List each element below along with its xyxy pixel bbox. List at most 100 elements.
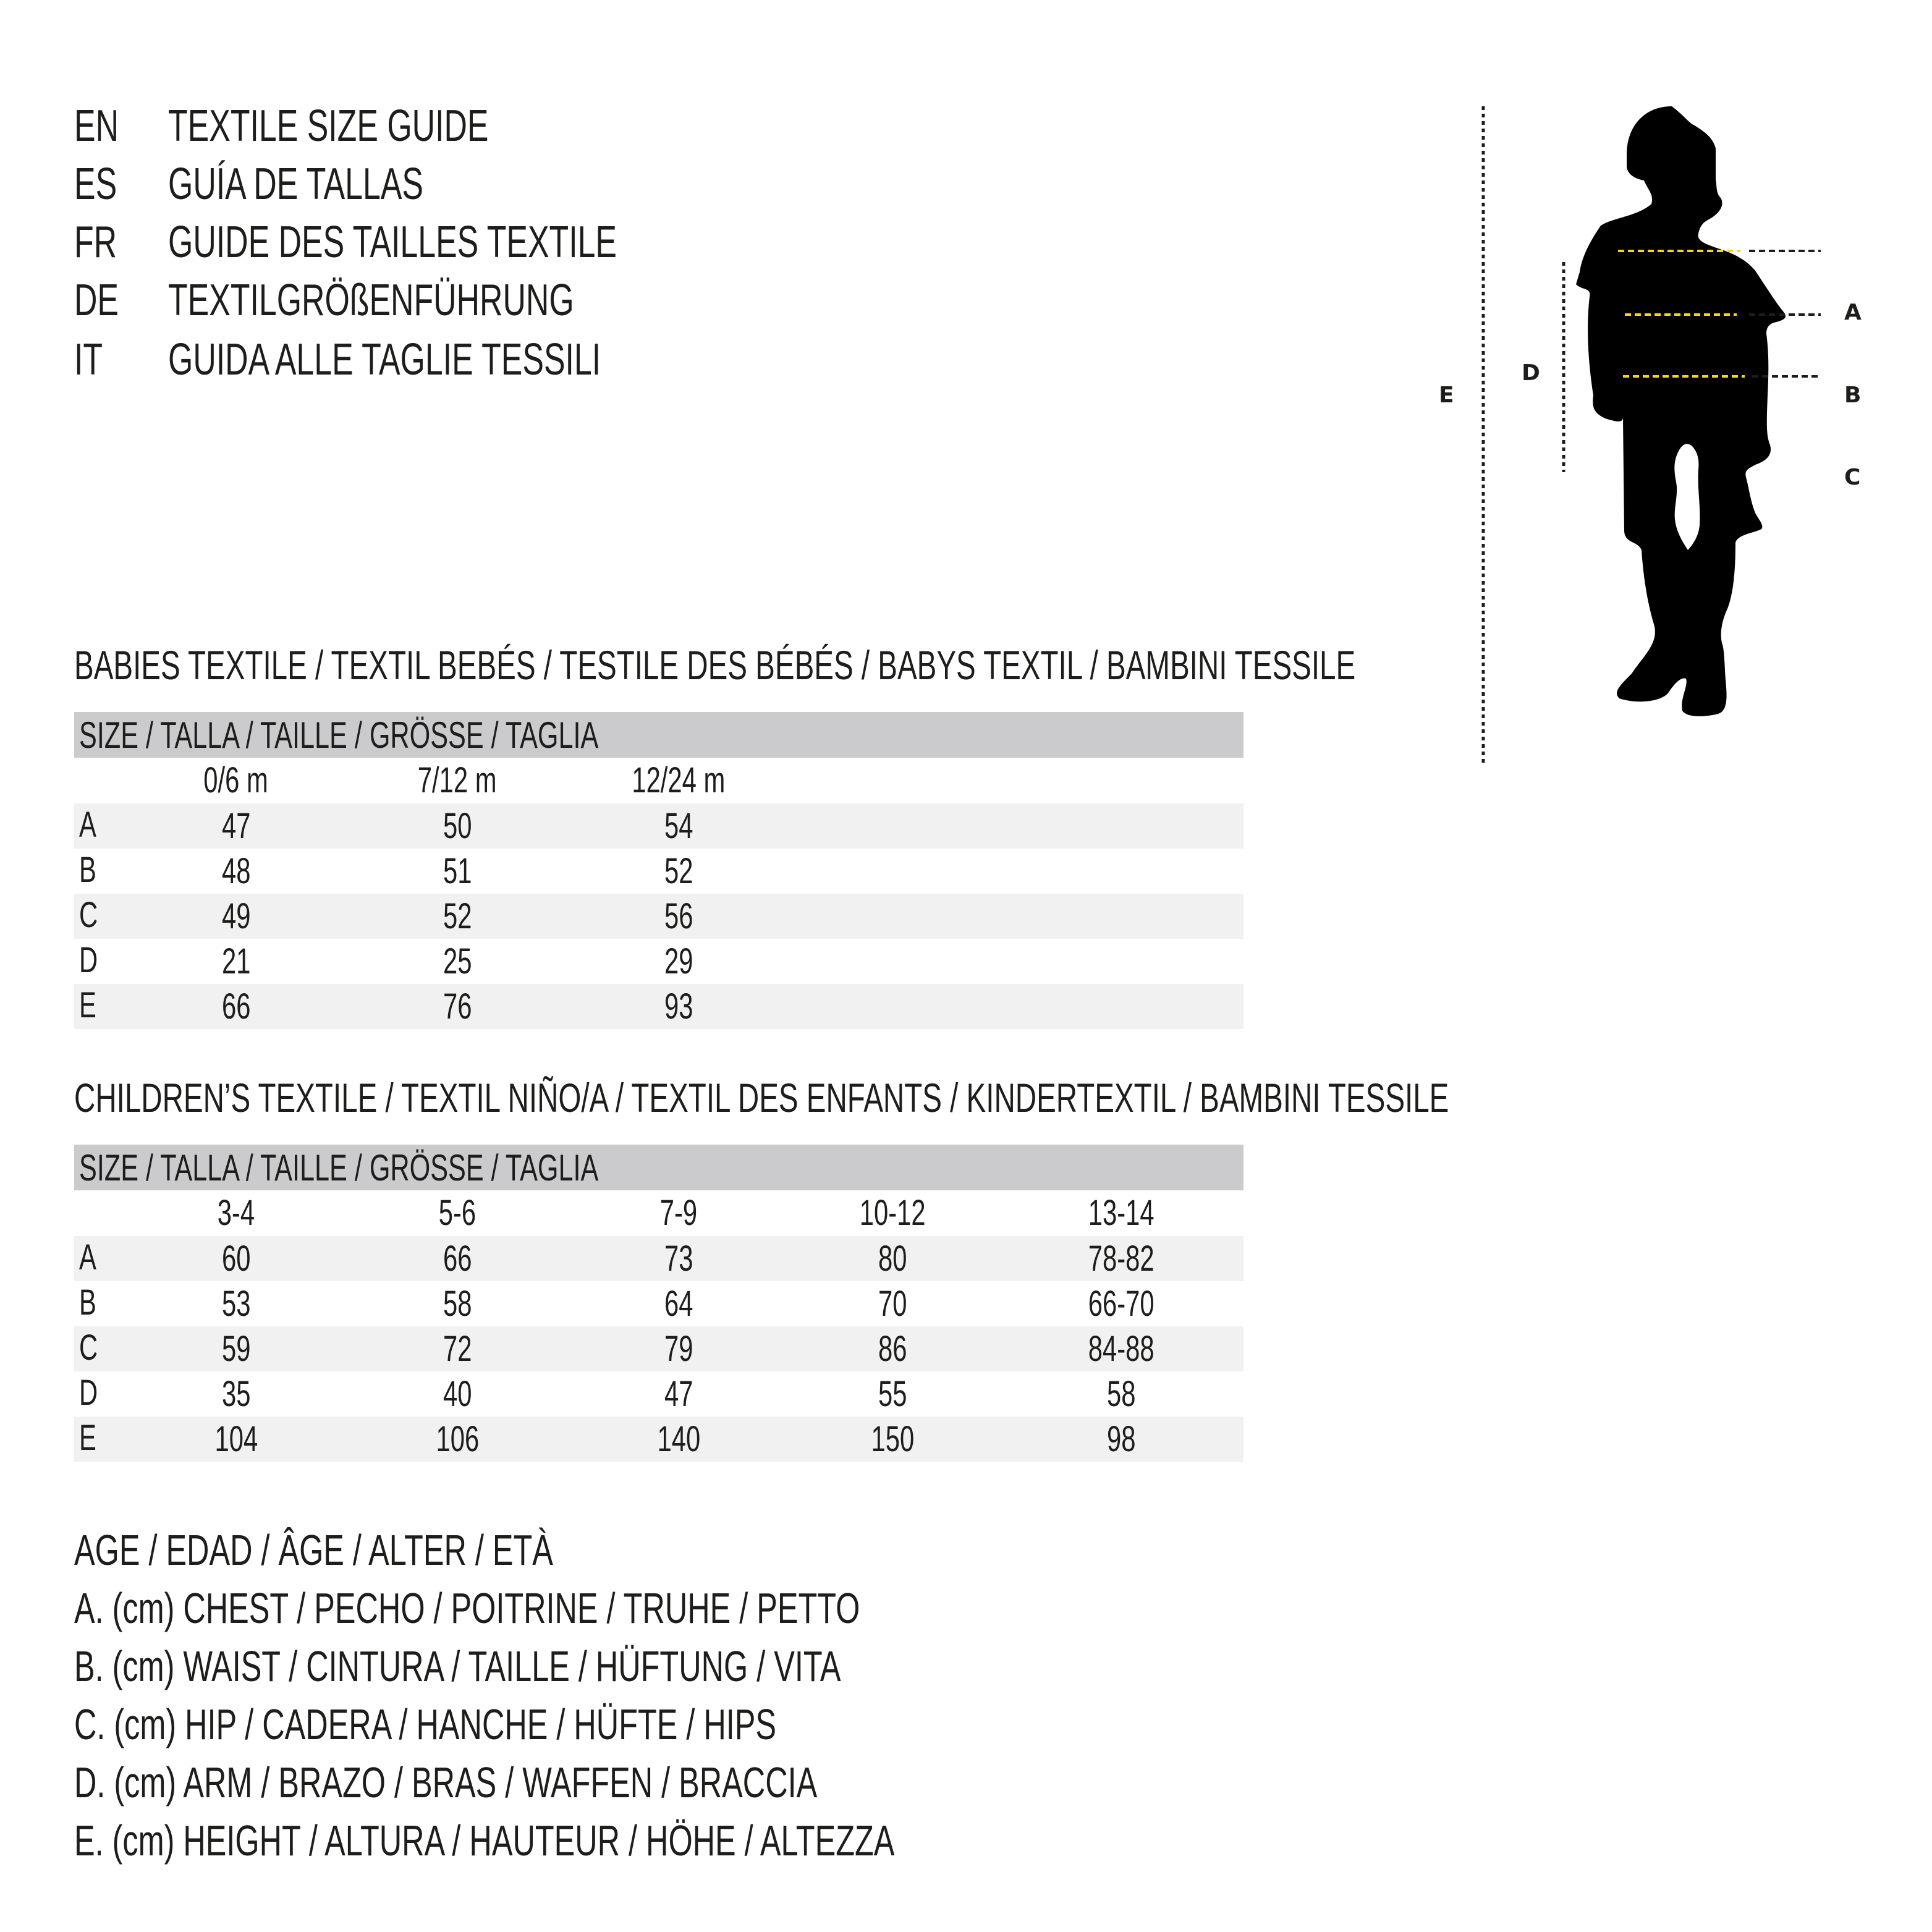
table-cell-value: 70 bbox=[878, 1284, 907, 1324]
table-cell-value: 49 bbox=[221, 896, 251, 936]
guide-title-text: GUIDE DES TAILLES TEXTILE bbox=[168, 218, 617, 267]
table-cell: 35 bbox=[143, 1376, 329, 1412]
table-row: D 35 40 47 55 58 bbox=[74, 1371, 1244, 1417]
row-label: B bbox=[79, 852, 103, 888]
column-header: 13-14 bbox=[1028, 1195, 1214, 1231]
row-label-text: A bbox=[79, 1237, 96, 1277]
table-cell: 52 bbox=[365, 899, 550, 934]
language-code: EN bbox=[74, 104, 136, 148]
language-code-text: FR bbox=[74, 218, 117, 267]
table-cell: 53 bbox=[143, 1286, 329, 1322]
table-cell-value: 35 bbox=[221, 1374, 251, 1414]
table-header-text: SIZE / TALLA / TAILLE / GRÖSSE / TAGLIA bbox=[79, 714, 599, 756]
legend-item-text: E. (cm) HEIGHT / ALTURA / HAUTEUR / HÖHE… bbox=[74, 1816, 895, 1865]
guide-title-text: GUIDA ALLE TAGLIE TESSILI bbox=[168, 335, 601, 384]
table-cell: 29 bbox=[586, 944, 771, 980]
table-cell: 25 bbox=[365, 944, 550, 980]
table-row: E 66 76 93 bbox=[74, 984, 1244, 1029]
table-row: A 60 66 73 80 78-82 bbox=[74, 1236, 1244, 1281]
table-cell-value: 25 bbox=[443, 941, 472, 981]
table-header-bar: SIZE / TALLA / TAILLE / GRÖSSE / TAGLIA bbox=[74, 1145, 1244, 1190]
table-cell: 104 bbox=[143, 1421, 329, 1457]
legend-item-text: D. (cm) ARM / BRAZO / BRAS / WAFFEN / BR… bbox=[74, 1758, 818, 1807]
table-cell: 52 bbox=[586, 854, 771, 889]
table-cell: 86 bbox=[800, 1331, 985, 1367]
row-label-text: C bbox=[79, 895, 98, 935]
table-cell-value: 29 bbox=[664, 941, 693, 981]
row-label-text: C bbox=[79, 1328, 98, 1368]
table-cell: 50 bbox=[365, 808, 550, 844]
table-cell-value: 48 bbox=[221, 851, 251, 891]
table-cell-value: 47 bbox=[221, 806, 251, 846]
table-cell: 49 bbox=[143, 899, 329, 934]
table-cell-value: 52 bbox=[443, 896, 472, 936]
language-code-text: IT bbox=[74, 335, 103, 384]
row-label: A bbox=[79, 1240, 103, 1276]
table-cell-value: 76 bbox=[443, 986, 472, 1027]
row-label: A bbox=[79, 807, 103, 843]
table-cell-value: 47 bbox=[664, 1374, 693, 1414]
table-cell-value: 78-82 bbox=[1088, 1239, 1155, 1279]
table-cell-value: 86 bbox=[878, 1329, 907, 1369]
child-silhouette-icon bbox=[1576, 106, 1786, 716]
column-header-text: 7/12 m bbox=[418, 760, 497, 800]
table-header-bar: SIZE / TALLA / TAILLE / GRÖSSE / TAGLIA bbox=[74, 712, 1244, 758]
table-cell: 70 bbox=[800, 1286, 985, 1322]
column-header-text: 12/24 m bbox=[632, 760, 726, 800]
table-row: D 21 25 29 bbox=[74, 939, 1244, 984]
table-row: E 104 106 140 150 98 bbox=[74, 1417, 1244, 1462]
table-cell-value: 53 bbox=[221, 1284, 251, 1324]
figure-label-e: E bbox=[1439, 383, 1454, 408]
figure-label-c: C bbox=[1844, 465, 1861, 490]
table-cell-value: 54 bbox=[664, 806, 693, 846]
table-cell-value: 66 bbox=[221, 986, 251, 1027]
table-cell-value: 150 bbox=[871, 1419, 914, 1459]
column-header: 10-12 bbox=[800, 1195, 985, 1231]
table-cell: 55 bbox=[800, 1376, 985, 1412]
column-header-text: 5-6 bbox=[438, 1193, 477, 1233]
table-cell-value: 58 bbox=[443, 1284, 472, 1324]
table-cell-value: 140 bbox=[657, 1419, 700, 1459]
table-cell: 98 bbox=[1028, 1421, 1214, 1457]
table-cell-value: 52 bbox=[664, 851, 693, 891]
language-code: FR bbox=[74, 220, 133, 265]
legend-item: E. (cm) HEIGHT / ALTURA / HAUTEUR / HÖHE… bbox=[74, 1819, 1214, 1862]
language-code: IT bbox=[74, 337, 114, 382]
table-cell: 58 bbox=[1028, 1376, 1214, 1412]
guide-title: TEXTILGRÖßENFÜHRUNG bbox=[168, 278, 732, 323]
table-cell: 93 bbox=[586, 989, 771, 1025]
figure-label-a: A bbox=[1844, 300, 1862, 325]
column-header: 3-4 bbox=[143, 1195, 329, 1231]
table-cell: 56 bbox=[586, 899, 771, 934]
column-header: 7-9 bbox=[586, 1195, 771, 1231]
column-header-text: 10-12 bbox=[859, 1193, 926, 1233]
table-cell-value: 66-70 bbox=[1088, 1284, 1155, 1324]
row-label: C bbox=[79, 1330, 105, 1366]
row-label: B bbox=[79, 1285, 103, 1321]
table-cell-value: 59 bbox=[221, 1329, 251, 1369]
table-cell: 47 bbox=[143, 808, 329, 844]
legend-item: D. (cm) ARM / BRAZO / BRAS / WAFFEN / BR… bbox=[74, 1761, 1106, 1804]
row-label: C bbox=[79, 897, 105, 933]
table-row: C 49 52 56 bbox=[74, 894, 1244, 939]
table-cell: 47 bbox=[586, 1376, 771, 1412]
table-cell-value: 40 bbox=[443, 1374, 472, 1414]
table-cell: 106 bbox=[365, 1421, 550, 1457]
column-header: 7/12 m bbox=[365, 763, 550, 799]
figure-label-d: D bbox=[1522, 360, 1540, 386]
table-row: C 59 72 79 86 84-88 bbox=[74, 1326, 1244, 1371]
guide-title-text: GUÍA DE TALLAS bbox=[168, 159, 423, 209]
table-cell-value: 64 bbox=[664, 1284, 693, 1324]
row-label-text: D bbox=[79, 1373, 98, 1413]
guide-title: GUÍA DE TALLAS bbox=[168, 162, 523, 206]
table-cell-value: 55 bbox=[878, 1374, 907, 1414]
table-cell-value: 72 bbox=[443, 1329, 472, 1369]
table-cell-value: 60 bbox=[221, 1239, 251, 1279]
table-cell: 58 bbox=[365, 1286, 550, 1322]
table-cell-value: 79 bbox=[664, 1329, 693, 1369]
table-cell: 150 bbox=[800, 1421, 985, 1457]
legend-item: B. (cm) WAIST / CINTURA / TAILLE / HÜFTU… bbox=[74, 1645, 1139, 1688]
legend-item: A. (cm) CHEST / PECHO / POITRINE / TRUHE… bbox=[74, 1587, 1166, 1630]
table-cell-value: 66 bbox=[443, 1239, 472, 1279]
